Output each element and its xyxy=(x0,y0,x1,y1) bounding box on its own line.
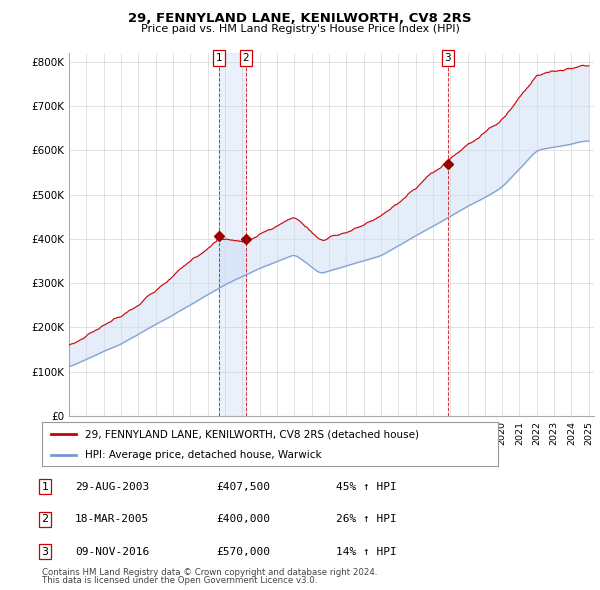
Bar xyxy=(219,53,246,416)
Text: 1: 1 xyxy=(41,482,49,491)
Text: Contains HM Land Registry data © Crown copyright and database right 2024.: Contains HM Land Registry data © Crown c… xyxy=(42,568,377,577)
Text: Price paid vs. HM Land Registry's House Price Index (HPI): Price paid vs. HM Land Registry's House … xyxy=(140,24,460,34)
Text: 3: 3 xyxy=(445,54,451,63)
Text: 29-AUG-2003: 29-AUG-2003 xyxy=(75,482,149,491)
Text: £407,500: £407,500 xyxy=(216,482,270,491)
Text: 29, FENNYLAND LANE, KENILWORTH, CV8 2RS: 29, FENNYLAND LANE, KENILWORTH, CV8 2RS xyxy=(128,12,472,25)
Text: 45% ↑ HPI: 45% ↑ HPI xyxy=(336,482,397,491)
Text: HPI: Average price, detached house, Warwick: HPI: Average price, detached house, Warw… xyxy=(85,450,322,460)
Text: 3: 3 xyxy=(41,547,49,556)
Text: £400,000: £400,000 xyxy=(216,514,270,524)
Text: 18-MAR-2005: 18-MAR-2005 xyxy=(75,514,149,524)
Text: 29, FENNYLAND LANE, KENILWORTH, CV8 2RS (detached house): 29, FENNYLAND LANE, KENILWORTH, CV8 2RS … xyxy=(85,430,419,439)
Text: This data is licensed under the Open Government Licence v3.0.: This data is licensed under the Open Gov… xyxy=(42,576,317,585)
Text: 09-NOV-2016: 09-NOV-2016 xyxy=(75,547,149,556)
Text: 1: 1 xyxy=(216,54,223,63)
Text: 2: 2 xyxy=(242,54,249,63)
Text: £570,000: £570,000 xyxy=(216,547,270,556)
Text: 14% ↑ HPI: 14% ↑ HPI xyxy=(336,547,397,556)
Text: 2: 2 xyxy=(41,514,49,524)
Text: 26% ↑ HPI: 26% ↑ HPI xyxy=(336,514,397,524)
